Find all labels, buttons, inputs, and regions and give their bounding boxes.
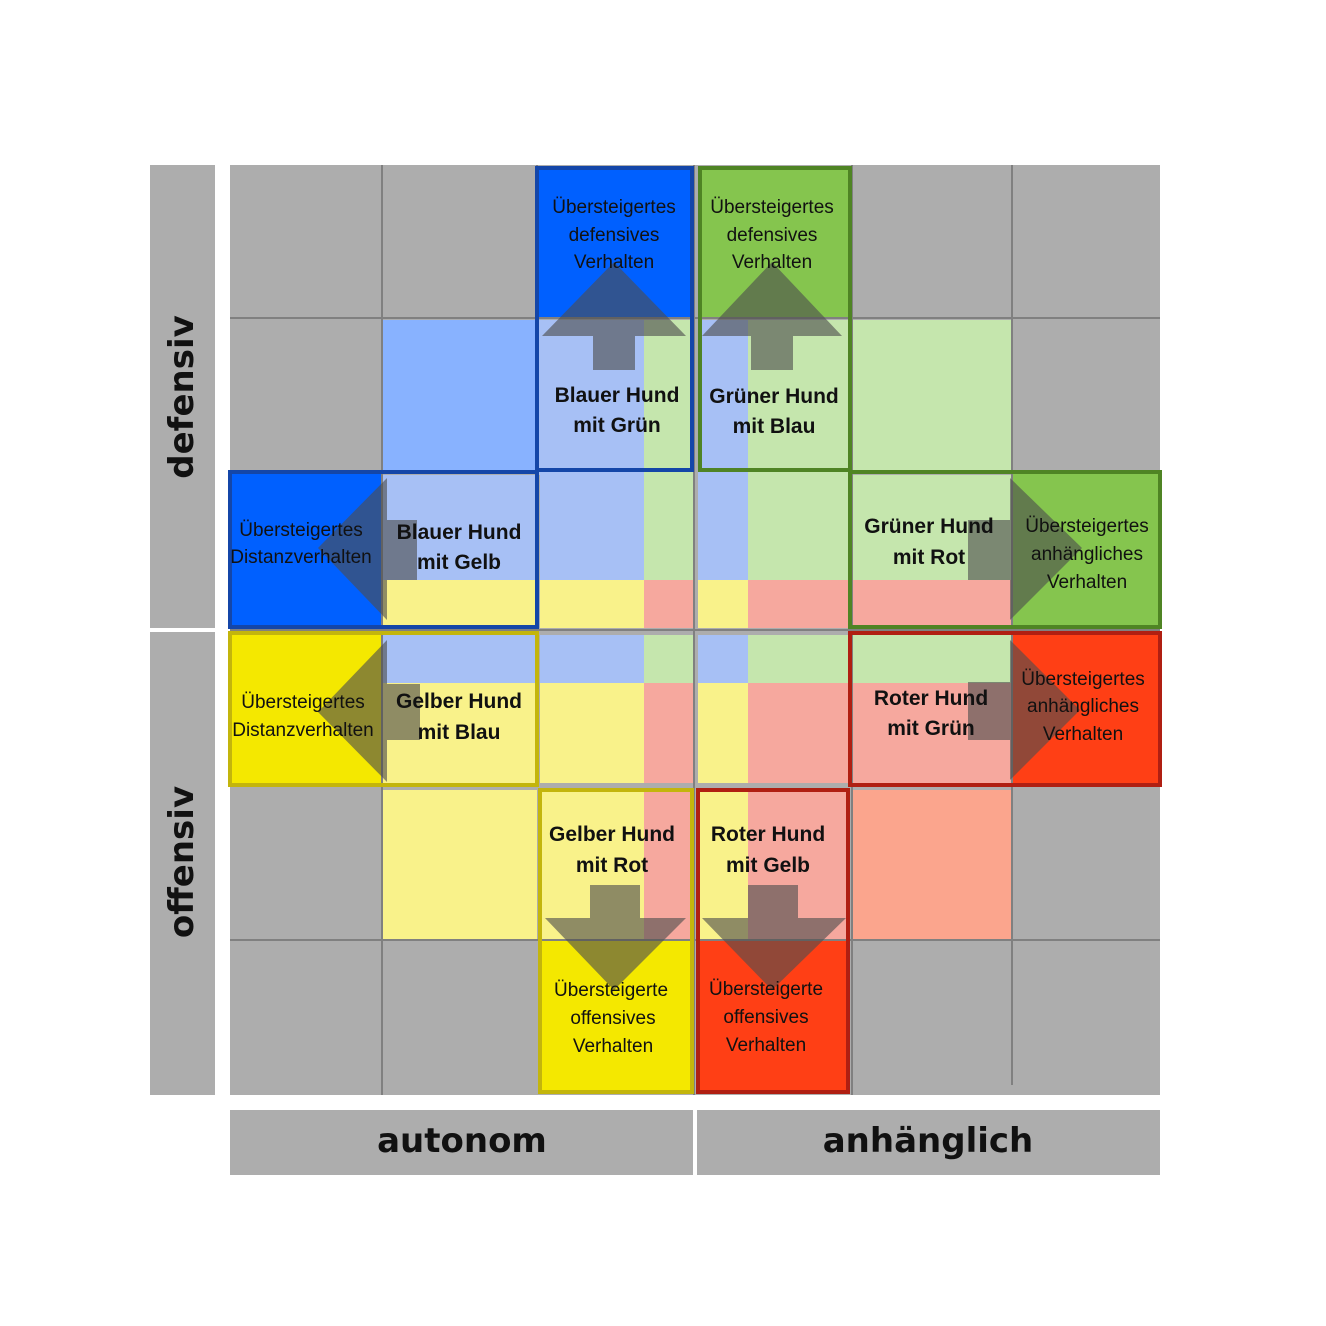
cell-green-tint xyxy=(748,635,848,683)
cell-yellow-tint xyxy=(540,683,644,783)
behavior-top-green-line1: Übersteigertes xyxy=(710,197,834,218)
axis-label-offensiv: offensiv xyxy=(162,786,202,938)
border-green-blue xyxy=(698,166,852,472)
dog-red-green-line1: Roter Hund xyxy=(874,687,988,710)
cell-light-yellow xyxy=(382,790,537,940)
cell-blue-tint xyxy=(698,320,748,475)
behavior-right-green-line2: anhängliches xyxy=(1031,544,1143,565)
cell-red-tint xyxy=(748,580,848,628)
border-yellow-red xyxy=(538,788,694,1094)
dog-yellow-blue-line1: Gelber Hund xyxy=(396,690,522,713)
dog-labels: Blauer Hund mit Grün Grüner Hund mit Bla… xyxy=(396,384,994,877)
cell-green-tint xyxy=(644,635,694,683)
arrow-right-green xyxy=(968,478,1082,620)
arrow-left-blue xyxy=(318,478,417,620)
cell-green-tint xyxy=(644,475,694,580)
behavior-top-green-line2: defensives xyxy=(727,225,818,246)
dog-green-blue-line2: mit Blau xyxy=(733,415,816,438)
axis-label-anhaenglich: anhänglich xyxy=(823,1121,1034,1161)
border-yellow-blue xyxy=(228,631,539,787)
behavior-labels: Übersteigertes defensives Verhalten Über… xyxy=(230,197,1149,1057)
cell-blue-tint xyxy=(698,475,748,580)
axis-bar-anhaenglich xyxy=(697,1110,1160,1175)
behavior-right-green-line3: Verhalten xyxy=(1047,572,1127,593)
cell-red-tint xyxy=(644,790,694,940)
behavior-left-yellow-line2: Distanzverhalten xyxy=(232,720,374,741)
dog-blue-green-line2: mit Grün xyxy=(573,414,661,437)
border-red-green xyxy=(848,631,1162,787)
cell-blue-tint xyxy=(698,635,748,683)
behavior-bottom-yellow-line2: offensives xyxy=(570,1008,655,1029)
border-red-yellow xyxy=(696,788,850,1094)
dog-yellow-red-line1: Gelber Hund xyxy=(549,823,675,846)
behavior-left-blue-line1: Übersteigertes xyxy=(239,520,363,541)
arrow-up-blue xyxy=(542,262,686,370)
arrows xyxy=(318,262,1082,990)
cell-green-tint xyxy=(852,635,1012,683)
cell-red-tint xyxy=(852,580,1012,628)
cell-yellow-tint xyxy=(540,580,644,628)
behavior-right-red-line2: anhängliches xyxy=(1027,696,1139,717)
cell-red-tint xyxy=(644,683,694,783)
arrow-right-red xyxy=(968,640,1080,780)
behavior-right-red-line1: Übersteigertes xyxy=(1021,669,1145,690)
behavior-bottom-red-line2: offensives xyxy=(723,1007,808,1028)
behavior-top-green-line3: Verhalten xyxy=(732,252,812,273)
behavior-top-blue-line3: Verhalten xyxy=(574,252,654,273)
axis-bar-autonom xyxy=(230,1110,693,1175)
cell-yellow-tint xyxy=(698,790,748,940)
cell-yellow-tint xyxy=(698,683,748,783)
cell-blue-tint xyxy=(540,635,644,683)
dog-green-blue-line1: Grüner Hund xyxy=(709,385,839,408)
cell-light-blue xyxy=(382,320,537,470)
cell-red-tint xyxy=(644,580,694,628)
axis-bar-defensiv xyxy=(150,165,215,628)
dog-green-red-line1: Grüner Hund xyxy=(864,515,994,538)
dog-red-yellow-line2: mit Gelb xyxy=(726,854,810,877)
behavior-bottom-red-line1: Übersteigerte xyxy=(709,979,823,1000)
behavior-right-green-line1: Übersteigertes xyxy=(1025,516,1149,537)
cell-green-tint xyxy=(644,320,694,475)
dog-red-yellow-line1: Roter Hund xyxy=(711,823,825,846)
arrow-down-yellow xyxy=(545,885,686,990)
dog-blue-yellow-line2: mit Gelb xyxy=(417,551,501,574)
behavior-bottom-red-line3: Verhalten xyxy=(726,1035,806,1056)
behavior-bottom-yellow-line3: Verhalten xyxy=(573,1036,653,1057)
border-green-red xyxy=(848,470,1162,629)
border-blue-green xyxy=(535,166,694,472)
cell-yellow-tint xyxy=(698,580,748,628)
behavior-right-red-line3: Verhalten xyxy=(1043,724,1123,745)
cell-green-tint xyxy=(748,475,848,580)
cell-light-salmon xyxy=(852,790,1012,940)
behavior-left-blue-line2: Distanzverhalten xyxy=(230,547,372,568)
axis-label-autonom: autonom xyxy=(377,1121,547,1161)
behavior-bottom-yellow-line1: Übersteigerte xyxy=(554,980,668,1001)
arrow-down-red xyxy=(702,885,846,990)
cell-red-tint xyxy=(748,683,848,783)
border-blue-yellow xyxy=(228,470,539,629)
dog-green-red-line2: mit Rot xyxy=(893,546,965,569)
behavior-top-blue-line1: Übersteigertes xyxy=(552,197,676,218)
dog-yellow-blue-line2: mit Blau xyxy=(418,721,501,744)
behavior-top-blue-line2: defensives xyxy=(569,225,660,246)
axis-label-defensiv: defensiv xyxy=(162,315,202,479)
arrow-up-green xyxy=(702,262,842,370)
dog-red-green-line2: mit Grün xyxy=(887,717,975,740)
cell-blue-tint xyxy=(382,635,537,683)
dog-blue-green-line1: Blauer Hund xyxy=(555,384,680,407)
axis-bar-offensiv xyxy=(150,632,215,1095)
cell-yellow-tint xyxy=(382,580,537,628)
group-borders xyxy=(228,166,1162,1094)
dog-yellow-red-line2: mit Rot xyxy=(576,854,648,877)
cell-blue-tint xyxy=(540,475,644,580)
cell-light-green xyxy=(852,320,1012,470)
arrow-left-yellow xyxy=(318,640,420,782)
dog-blue-yellow-line1: Blauer Hund xyxy=(397,521,522,544)
center-cells xyxy=(382,320,1012,940)
behavior-left-yellow-line1: Übersteigertes xyxy=(241,692,365,713)
